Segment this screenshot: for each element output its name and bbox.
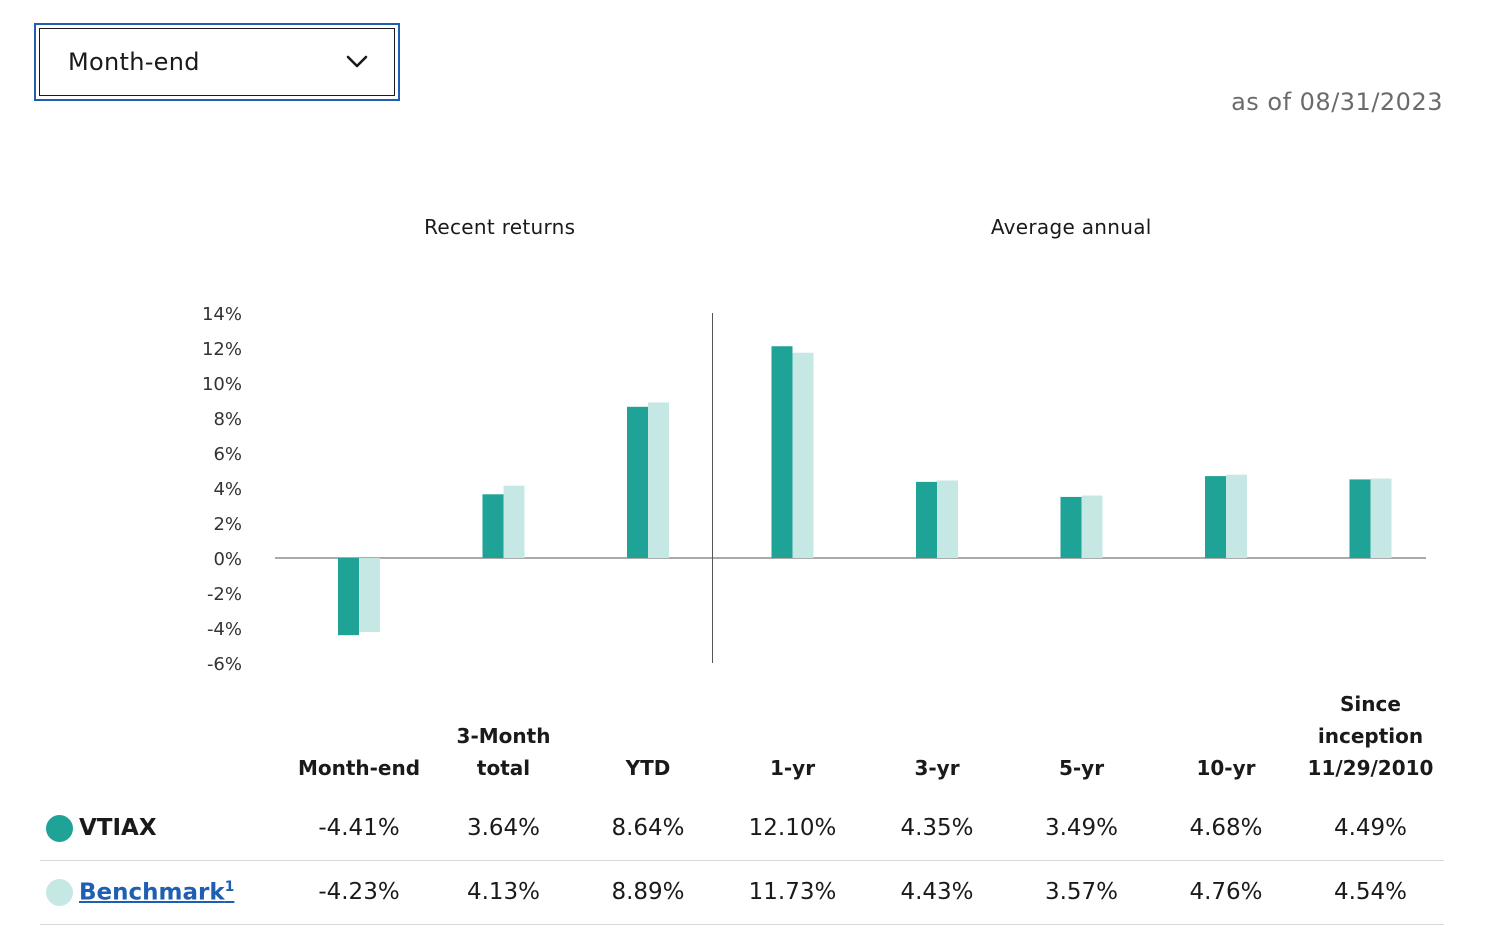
as-of-date: as of 08/31/2023 [1231, 88, 1443, 116]
y-tick-label: 2% [213, 514, 242, 535]
y-tick-label: 8% [213, 409, 242, 430]
table-cell: 4.43% [900, 879, 974, 905]
column-header: 1-yr [713, 752, 873, 784]
y-tick-label: 10% [202, 374, 242, 395]
series-name: VTIAX [79, 815, 157, 841]
period-dropdown-value: Month-end [68, 48, 200, 76]
table-cell: 3.57% [1044, 879, 1119, 905]
benchmark-bar[interactable] [1226, 474, 1247, 558]
column-header-line: 11/29/2010 [1307, 756, 1434, 780]
y-tick-label: 0% [213, 549, 242, 570]
series-name-text: VTIAX [79, 815, 157, 841]
y-tick-label: -6% [207, 654, 242, 675]
column-header: 3-Month total [424, 720, 584, 784]
benchmark-bar[interactable] [792, 352, 814, 558]
benchmark-series-label[interactable]: Benchmark1 [46, 860, 234, 924]
table-cell: 4.49% [1333, 815, 1408, 841]
fund-bar[interactable] [916, 481, 937, 558]
column-header: 3-yr [857, 752, 1017, 784]
period-dropdown-field[interactable]: Month-end [39, 28, 395, 96]
benchmark-bar[interactable] [503, 485, 525, 558]
table-cell: 3.49% [1044, 815, 1119, 841]
benchmark-bar[interactable] [937, 480, 958, 558]
series-name[interactable]: Benchmark1 [79, 879, 234, 906]
group-label: Average annual [991, 215, 1152, 239]
footnote-marker: 1 [224, 878, 235, 895]
fund-bar[interactable] [1349, 479, 1371, 558]
fund-bar[interactable] [338, 558, 359, 636]
column-header-line: 10-yr [1196, 756, 1256, 780]
fund-bar[interactable] [1205, 476, 1226, 558]
fund-bar[interactable] [1060, 496, 1082, 558]
table-cell: 4.76% [1189, 879, 1263, 905]
table-cell: 12.10% [748, 815, 837, 841]
benchmark-bar[interactable] [359, 558, 380, 633]
column-header-line: total [476, 756, 531, 780]
column-header: Month-end [279, 752, 439, 784]
table-row: Benchmark1 -4.23% 4.13% 8.89% 11.73% 4.43% 3.5… [40, 860, 1444, 925]
y-tick-label: 14% [202, 304, 242, 325]
legend-dot-icon [46, 814, 73, 842]
table-cell: 8.89% [611, 879, 685, 905]
column-header: YTD [568, 752, 728, 784]
column-header-line: YTD [625, 756, 671, 780]
column-header-line: 5-yr [1058, 756, 1105, 780]
y-tick-label: 4% [213, 479, 242, 500]
fund-bar[interactable] [482, 494, 504, 558]
column-header: 10-yr [1146, 752, 1306, 784]
column-header-line: 3-Month [456, 724, 551, 748]
benchmark-bar[interactable] [1081, 495, 1103, 558]
series-name-text: Benchmark [79, 879, 225, 906]
fund-series-label: VTIAX [46, 796, 157, 860]
benchmark-bar[interactable] [1370, 478, 1392, 558]
column-header-line: inception [1317, 724, 1424, 748]
table-cell: 4.35% [900, 815, 974, 841]
chevron-down-icon [346, 55, 368, 68]
table-cell: 3.64% [466, 815, 541, 841]
group-label: Recent returns [424, 215, 575, 239]
table-cell: 11.73% [748, 879, 837, 905]
table-cell: -4.23% [318, 879, 400, 905]
legend-dot-icon [46, 878, 73, 906]
table-cell: 4.13% [466, 879, 541, 905]
column-header: Since inception 11/29/2010 [1291, 688, 1451, 784]
column-header-line: 1-yr [769, 756, 816, 780]
column-header-line: Since [1340, 692, 1401, 716]
y-tick-label: 6% [213, 444, 242, 465]
returns-bar-chart: 14% 12% 10% 8% 6% 4% 2% 0% -2% -4% -6% Recent retur… [202, 215, 1426, 675]
y-tick-label: 12% [202, 339, 242, 360]
y-tick-label: -2% [207, 584, 242, 605]
benchmark-bar[interactable] [648, 402, 669, 558]
y-tick-label: -4% [207, 619, 242, 640]
column-header-line: Month-end [297, 756, 421, 780]
table-row: VTIAX -4.41% 3.64% 8.64% 12.10% 4.35% 3.49% 4.6… [40, 796, 1444, 861]
column-header: 5-yr [1002, 752, 1162, 784]
column-header-line: 3-yr [914, 756, 960, 780]
table-cell: 8.64% [611, 815, 685, 841]
fund-bar[interactable] [627, 406, 648, 558]
table-cell: 4.54% [1333, 879, 1408, 905]
fund-bar[interactable] [771, 346, 793, 558]
table-cell: -4.41% [318, 815, 400, 841]
period-dropdown[interactable]: Month-end [34, 23, 400, 101]
table-cell: 4.68% [1189, 815, 1263, 841]
